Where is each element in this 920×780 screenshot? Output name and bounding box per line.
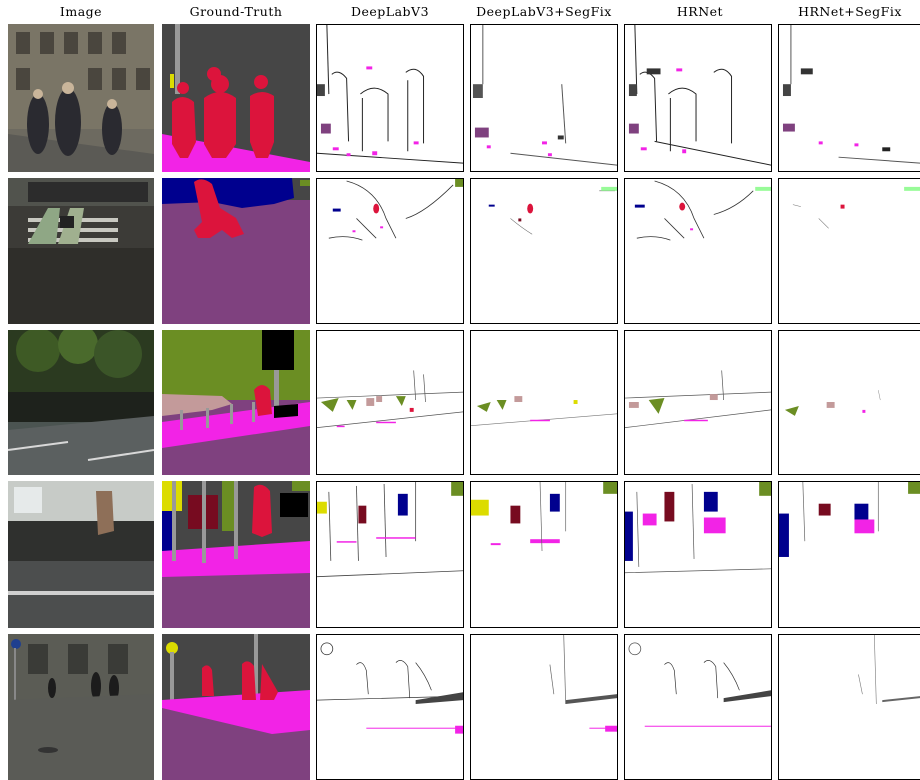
row5-hrnet-error (624, 634, 772, 780)
column-header-deeplabv3-segfix: DeepLabV3+SegFix (476, 4, 612, 19)
row3-image (8, 330, 154, 475)
row2-deeplabv3-segfix-error (470, 178, 618, 324)
row5-ground-truth (162, 634, 310, 780)
row1-deeplabv3-error (316, 24, 464, 172)
row1-hrnet-error (624, 24, 772, 172)
row4-ground-truth (162, 481, 310, 628)
row4-image (8, 481, 154, 628)
column-header-image: Image (59, 4, 103, 19)
row3-hrnet-segfix-error (778, 330, 920, 475)
row2-hrnet-error (624, 178, 772, 324)
row4-deeplabv3-error (316, 481, 464, 628)
row3-deeplabv3-error (316, 330, 464, 475)
column-header-deeplabv3: DeepLabV3 (350, 4, 430, 19)
row5-image (8, 634, 154, 780)
row3-ground-truth (162, 330, 310, 475)
row4-hrnet-error (624, 481, 772, 628)
column-header-hrnet-segfix: HRNet+SegFix (798, 4, 902, 19)
row1-ground-truth (162, 24, 310, 172)
row2-deeplabv3-error (316, 178, 464, 324)
row5-deeplabv3-segfix-error (470, 634, 618, 780)
row1-deeplabv3-segfix-error (470, 24, 618, 172)
column-header-ground-truth: Ground-Truth (189, 4, 283, 19)
row5-hrnet-segfix-error (778, 634, 920, 780)
row5-deeplabv3-error (316, 634, 464, 780)
row4-deeplabv3-segfix-error (470, 481, 618, 628)
row3-deeplabv3-segfix-error (470, 330, 618, 475)
row1-hrnet-segfix-error (778, 24, 920, 172)
row4-hrnet-segfix-error (778, 481, 920, 628)
column-header-hrnet: HRNet (676, 4, 724, 19)
row1-image (8, 24, 154, 172)
row2-ground-truth (162, 178, 310, 324)
row2-image (8, 178, 154, 324)
row2-hrnet-segfix-error (778, 178, 920, 324)
row3-hrnet-error (624, 330, 772, 475)
